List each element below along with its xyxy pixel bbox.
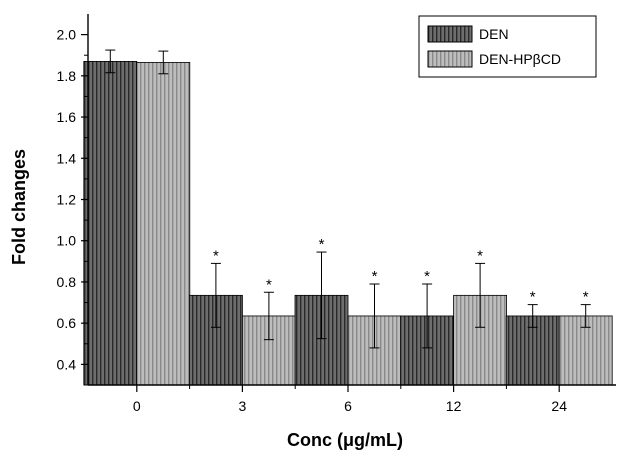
x-tick-label: 24 <box>551 398 567 414</box>
x-axis-title: Conc (μg/mL) <box>287 430 403 450</box>
axes: 0.4 0.6 0.8 1.0 1.2 1.4 1.6 1.8 2.0 0 3 6 12 24 <box>57 14 616 414</box>
error-bar-0-24 <box>527 304 538 328</box>
y-tick-label: 2.0 <box>57 27 77 43</box>
significance-star: * <box>319 236 325 253</box>
bar-den-0 <box>83 61 138 386</box>
bar-den-hp-cd-0 <box>136 62 191 386</box>
significance-star: * <box>424 268 430 285</box>
error-bar-0-6 <box>316 251 327 340</box>
y-tick-label: 1.4 <box>57 150 77 166</box>
x-tick-label: 3 <box>239 398 247 414</box>
significance-markers: * * * * * * * * <box>213 236 589 306</box>
x-tick-label: 0 <box>133 398 141 414</box>
error-bar-1-24 <box>580 304 591 328</box>
x-tick-label: 6 <box>344 398 352 414</box>
legend-label-den: DEN <box>479 26 509 42</box>
error-bar-0-3 <box>210 262 221 328</box>
y-tick-label: 0.8 <box>57 274 77 290</box>
error-bar-1-12 <box>475 262 486 328</box>
error-bar-0-12 <box>422 283 433 349</box>
bars <box>83 61 613 386</box>
significance-star: * <box>477 247 483 264</box>
legend-swatch-den-hpbcd <box>427 50 473 68</box>
significance-star: * <box>266 276 272 293</box>
y-tick-label: 1.6 <box>57 109 77 125</box>
y-axis-title: Fold changes <box>9 149 29 265</box>
error-bar-0-0 <box>105 49 116 74</box>
significance-star: * <box>583 289 589 306</box>
legend-swatch-den <box>427 25 473 43</box>
legend-label-den-hpbcd: DEN-HPβCD <box>479 51 561 67</box>
legend: DEN DEN-HPβCD <box>418 15 597 78</box>
y-tick-label: 0.4 <box>57 356 77 372</box>
error-bars <box>105 49 591 349</box>
error-bar-1-6 <box>369 283 380 349</box>
error-bar-1-3 <box>263 291 274 341</box>
error-bar-1-0 <box>158 50 169 75</box>
significance-star: * <box>213 247 219 264</box>
significance-star: * <box>530 289 536 306</box>
y-tick-label: 1.2 <box>57 192 77 208</box>
x-tick-label: 12 <box>446 398 462 414</box>
y-tick-label: 0.6 <box>57 315 77 331</box>
y-tick-label: 1.8 <box>57 68 77 84</box>
significance-star: * <box>372 268 378 285</box>
y-tick-label: 1.0 <box>57 233 77 249</box>
